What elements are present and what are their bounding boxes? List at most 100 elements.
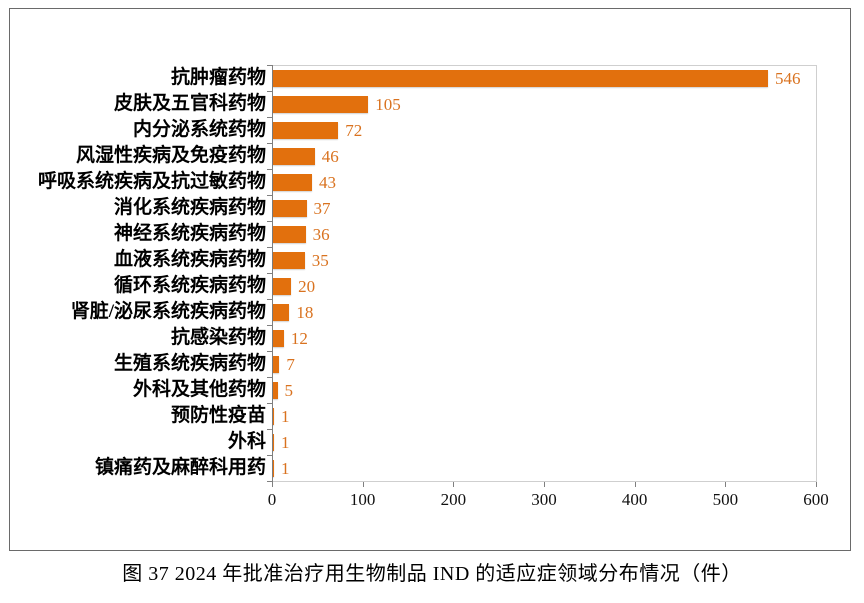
category-label: 生殖系统疾病药物	[113, 353, 266, 374]
y-axis-tick	[267, 299, 272, 300]
value-label: 35	[311, 250, 329, 270]
bar-track: 1	[273, 403, 817, 429]
bar-track: 36	[273, 221, 817, 247]
bar-track: 37	[273, 195, 817, 221]
bar	[273, 95, 369, 113]
x-axis-tick-label: 300	[531, 490, 557, 509]
x-axis-tick-label: 600	[803, 490, 829, 509]
x-axis-tick	[544, 482, 545, 487]
y-axis-tick	[267, 65, 272, 66]
chart-bar-row: 循环系统疾病药物 20	[30, 273, 817, 299]
category-label: 镇痛药及麻醉科用药	[94, 457, 266, 478]
category-label: 呼吸系统疾病及抗过敏药物	[37, 171, 266, 192]
bar-track: 46	[273, 143, 817, 169]
chart-bar-row: 呼吸系统疾病及抗过敏药物 43	[30, 169, 817, 195]
value-label: 546	[775, 68, 801, 88]
bar	[273, 225, 306, 243]
y-axis-tick	[267, 143, 272, 144]
value-label: 7	[286, 354, 295, 374]
bar-track: 12	[273, 325, 817, 351]
chart-bar-row: 预防性疫苗 1	[30, 403, 817, 429]
value-label: 12	[290, 328, 308, 348]
y-axis-line	[272, 65, 273, 483]
chart-bar-row: 生殖系统疾病药物 7	[30, 351, 817, 377]
bar-track: 72	[273, 117, 817, 143]
value-label: 1	[281, 406, 290, 426]
bar	[273, 173, 312, 191]
chart-bar-row: 抗肿瘤药物 546	[30, 65, 817, 91]
category-label: 皮肤及五官科药物	[113, 93, 266, 114]
category-label: 消化系统疾病药物	[113, 197, 266, 218]
bar-rows: 抗肿瘤药物 546 皮肤及五官科药物 105 内分泌系统药物 72 风湿性疾病及免疫药物 46…	[30, 65, 817, 481]
category-label: 预防性疫苗	[170, 405, 266, 426]
chart-bar-row: 外科 1	[30, 429, 817, 455]
value-label: 36	[312, 224, 330, 244]
x-axis-tick	[362, 482, 364, 487]
bar	[273, 329, 284, 347]
value-label: 1	[281, 432, 290, 452]
figure-caption: 图 37 2024 年批准治疗用生物制品 IND 的适应症领域分布情况（件）	[122, 563, 742, 585]
bar	[273, 459, 274, 477]
category-label: 外科	[227, 431, 266, 452]
x-axis-tick	[816, 482, 817, 487]
x-axis-tick	[634, 482, 636, 487]
chart-bar-row: 肾脏/泌尿系统疾病药物 18	[30, 299, 817, 325]
category-label: 抗肿瘤药物	[170, 67, 266, 88]
bar	[273, 69, 769, 87]
y-axis-tick	[267, 195, 272, 196]
y-axis-tick	[267, 221, 272, 222]
value-label: 43	[318, 172, 336, 192]
x-axis-tick-label: 0	[267, 490, 277, 509]
bar-track: 5	[273, 377, 817, 403]
bar	[273, 407, 274, 425]
y-axis-tick	[267, 377, 272, 378]
category-label: 循环系统疾病药物	[113, 275, 266, 296]
y-axis-tick	[267, 351, 272, 352]
x-axis-tick-label: 100	[349, 490, 376, 509]
bar	[273, 121, 339, 139]
x-axis-tick-label: 400	[621, 490, 648, 509]
x-axis-tick	[725, 482, 727, 487]
y-axis-tick	[267, 481, 272, 482]
bar	[273, 433, 274, 451]
value-label: 20	[298, 276, 316, 296]
bar	[273, 251, 305, 269]
category-label: 外科及其他药物	[132, 379, 266, 400]
chart-bar-row: 神经系统疾病药物 36	[30, 221, 817, 247]
bar-track: 43	[273, 169, 817, 195]
value-label: 5	[284, 380, 294, 400]
y-axis-tick	[267, 91, 272, 92]
bar	[273, 147, 315, 165]
y-axis-tick	[267, 325, 272, 326]
y-axis-tick	[267, 117, 272, 118]
chart-bar-row: 外科及其他药物 5	[30, 377, 817, 403]
category-label: 内分泌系统药物	[132, 119, 266, 140]
y-axis-tick	[267, 455, 272, 456]
chart-bar-row: 风湿性疾病及免疫药物 46	[30, 143, 817, 169]
category-label: 肾脏/泌尿系统疾病药物	[70, 301, 266, 322]
value-label: 105	[375, 94, 401, 114]
y-axis-tick	[267, 273, 272, 274]
chart-bar-row: 镇痛药及麻醉科用药 1	[30, 455, 817, 481]
bar	[273, 355, 280, 373]
y-axis-tick	[267, 403, 272, 404]
bar-track: 7	[273, 351, 817, 377]
y-axis-tick	[267, 429, 272, 430]
value-label: 1	[281, 458, 290, 478]
bar-track: 35	[273, 247, 817, 273]
x-axis-tick-label: 500	[712, 490, 739, 509]
x-axis-tick	[453, 482, 455, 487]
chart-bar-row: 消化系统疾病药物 37	[30, 195, 817, 221]
chart-bar-row: 血液系统疾病药物 35	[30, 247, 817, 273]
category-label: 血液系统疾病药物	[113, 249, 266, 270]
bar	[273, 277, 292, 295]
bar	[273, 199, 307, 217]
bar	[273, 381, 278, 399]
value-label: 46	[321, 146, 339, 166]
y-axis-tick	[267, 247, 272, 248]
y-axis-tick	[267, 169, 272, 170]
chart-bar-row: 抗感染药物 12	[30, 325, 817, 351]
bar-track: 105	[273, 91, 817, 117]
bar-track: 1	[273, 429, 817, 455]
